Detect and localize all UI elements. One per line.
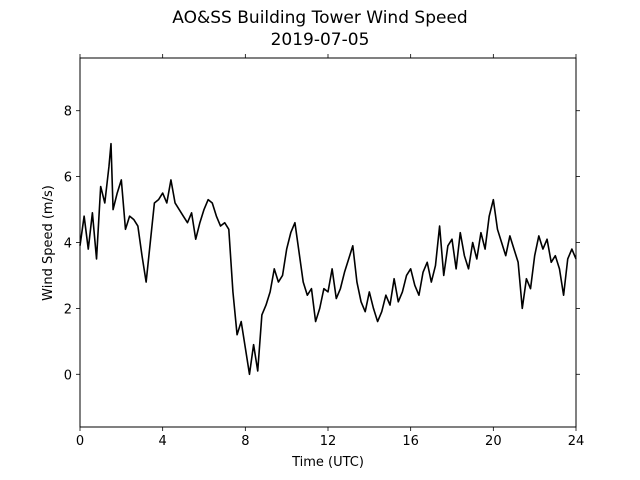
x-tick-label: 8 (241, 434, 249, 449)
y-tick-label: 0 (64, 368, 72, 383)
x-tick-label: 24 (568, 434, 585, 449)
line-series (79, 142, 577, 376)
chart-subtitle: 2019-07-05 (271, 30, 370, 50)
y-tick-label: 8 (64, 105, 72, 120)
y-axis-label: Wind Speed (m/s) (41, 185, 56, 301)
y-tick-label: 6 (64, 171, 72, 186)
x-tick-label: 4 (159, 434, 167, 449)
y-tick-label: 4 (64, 237, 72, 252)
x-axis-label: Time (UTC) (291, 455, 364, 470)
chart-title: AO&SS Building Tower Wind Speed (172, 8, 467, 28)
x-tick-label: 12 (320, 434, 337, 449)
x-tick-label: 20 (485, 434, 502, 449)
y-tick-label: 2 (64, 302, 72, 317)
x-tick-label: 0 (76, 434, 84, 449)
x-tick-label: 16 (402, 434, 419, 449)
